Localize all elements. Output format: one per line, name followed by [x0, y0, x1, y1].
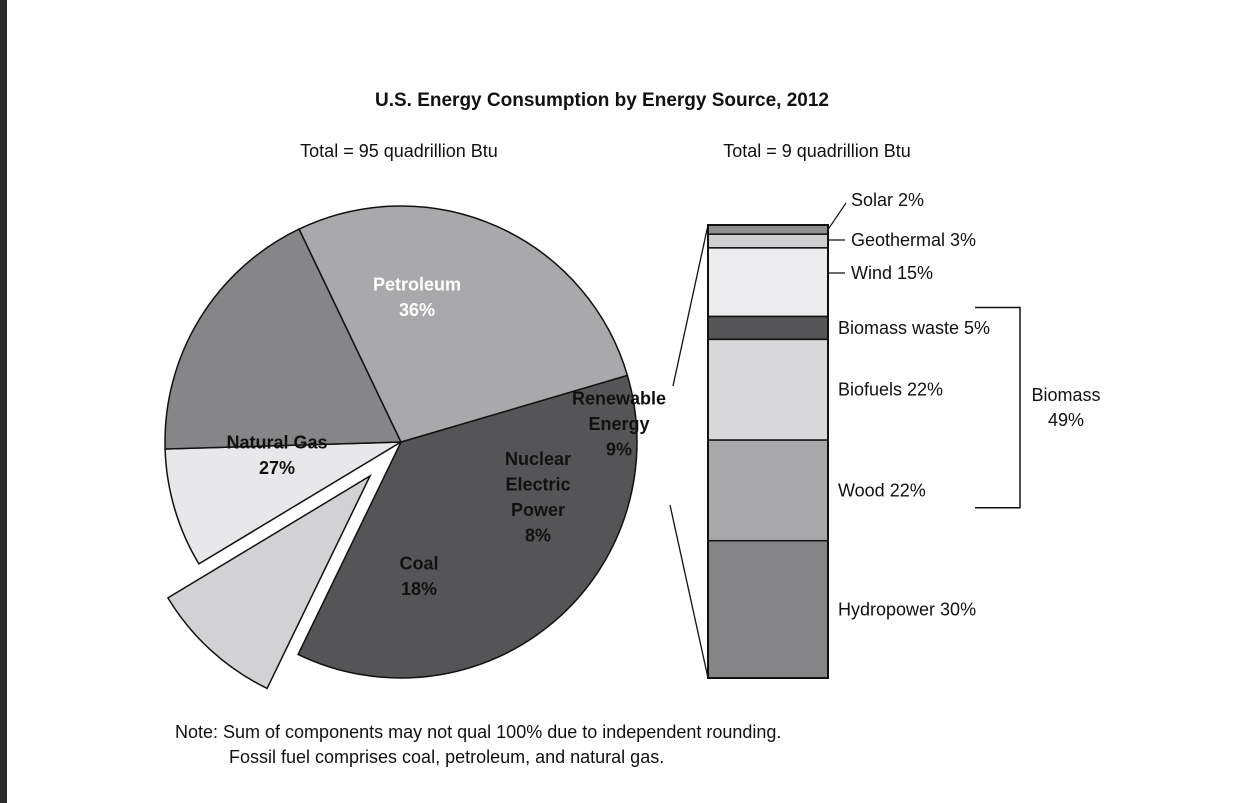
note-line-2: Fossil fuel comprises coal, petroleum, a… — [229, 747, 664, 767]
chart-title: U.S. Energy Consumption by Energy Source… — [375, 90, 829, 111]
pie-slice-natural-gas — [298, 205, 629, 443]
bar-label-wood: Wood 22% — [838, 480, 926, 500]
pie-label-natural-gas: Natural Gas 27% — [226, 432, 327, 478]
bar-label-geothermal: Geothermal 3% — [851, 230, 976, 250]
note-line-1: Note: Sum of components may not qual 100… — [175, 722, 781, 742]
biomass-bracket-line — [975, 306, 1021, 509]
bar-segment-wood — [707, 439, 829, 542]
connector-line-top — [672, 224, 709, 387]
bar-segment-hydropower — [707, 539, 829, 679]
bar-segment-geothermal — [707, 233, 829, 249]
pie-label-nuclear-electric-power: Nuclear Electric Power 8% — [505, 449, 571, 546]
bar-total-label: Total = 9 quadrillion Btu — [723, 141, 911, 161]
pie-slice-nuclear-electric-power — [164, 441, 404, 565]
pie-chart: Petroleum 36% Renewable Energy 9%Nuclear Elec… — [164, 205, 666, 690]
pie-label-renewable-energy: Renewable Energy 9% — [572, 389, 666, 460]
pie-total-label: Total = 95 quadrillion Btu — [300, 141, 498, 161]
bar-label-hydropower: Hydropower 30% — [838, 599, 976, 619]
pie-label-petroleum: Petroleum 36% — [373, 274, 461, 320]
bar-segment-solar — [707, 224, 829, 235]
bar-segment-wind — [707, 247, 829, 318]
explode-connector-lines — [669, 224, 709, 679]
pie-slice-renewable-energy — [166, 474, 372, 690]
bar-outline — [707, 224, 829, 679]
pie-label-coal: Coal 18% — [399, 553, 438, 599]
pie-slice-petroleum — [297, 374, 638, 679]
biomass-group-label: Biomass 49% — [1031, 385, 1100, 430]
bar-label-wind: Wind 15% — [851, 263, 933, 283]
pie-slice-coal — [164, 228, 403, 450]
bar-label-solar: Solar 2% — [851, 190, 924, 210]
connector-line-bottom — [669, 504, 709, 679]
bar-segment-biofuels — [707, 338, 829, 441]
bar-segment-biomass-waste — [707, 315, 829, 341]
bar-label-biofuels: Biofuels 22% — [838, 380, 943, 400]
leader-line-solar — [827, 202, 847, 230]
window-edge-bar — [0, 0, 7, 803]
bar-label-biomass-waste: Biomass waste 5% — [838, 318, 990, 338]
biomass-bracket: Biomass 49% — [975, 306, 1101, 509]
renewable-stacked-bar: Solar 2% Geothermal 3% Wind 15% Biomass was… — [707, 190, 990, 679]
